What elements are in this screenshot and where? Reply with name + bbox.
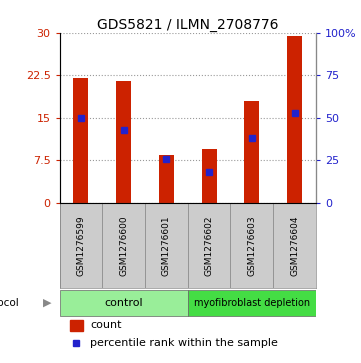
Bar bbox=[60, 203, 102, 288]
Bar bbox=[102, 203, 145, 288]
Bar bbox=[70, 320, 83, 331]
Text: GSM1276604: GSM1276604 bbox=[290, 215, 299, 276]
Text: GSM1276601: GSM1276601 bbox=[162, 215, 171, 276]
Text: GSM1276599: GSM1276599 bbox=[77, 215, 86, 276]
Text: myofibroblast depletion: myofibroblast depletion bbox=[194, 298, 310, 308]
Bar bbox=[244, 101, 259, 203]
Text: protocol: protocol bbox=[0, 298, 18, 308]
Bar bbox=[273, 203, 316, 288]
Title: GDS5821 / ILMN_2708776: GDS5821 / ILMN_2708776 bbox=[97, 18, 278, 32]
Text: GSM1276603: GSM1276603 bbox=[247, 215, 256, 276]
Text: ▶: ▶ bbox=[43, 298, 51, 308]
Bar bbox=[201, 149, 217, 203]
Bar bbox=[145, 203, 188, 288]
Text: GSM1276602: GSM1276602 bbox=[205, 215, 214, 276]
Text: GSM1276600: GSM1276600 bbox=[119, 215, 128, 276]
Bar bbox=[287, 36, 302, 203]
Bar bbox=[230, 203, 273, 288]
Bar bbox=[159, 155, 174, 203]
FancyBboxPatch shape bbox=[60, 290, 188, 316]
Bar bbox=[188, 203, 230, 288]
Text: count: count bbox=[90, 321, 122, 330]
Text: control: control bbox=[104, 298, 143, 308]
Text: percentile rank within the sample: percentile rank within the sample bbox=[90, 338, 278, 348]
Bar bbox=[73, 78, 88, 203]
FancyBboxPatch shape bbox=[188, 290, 316, 316]
Bar bbox=[116, 81, 131, 203]
